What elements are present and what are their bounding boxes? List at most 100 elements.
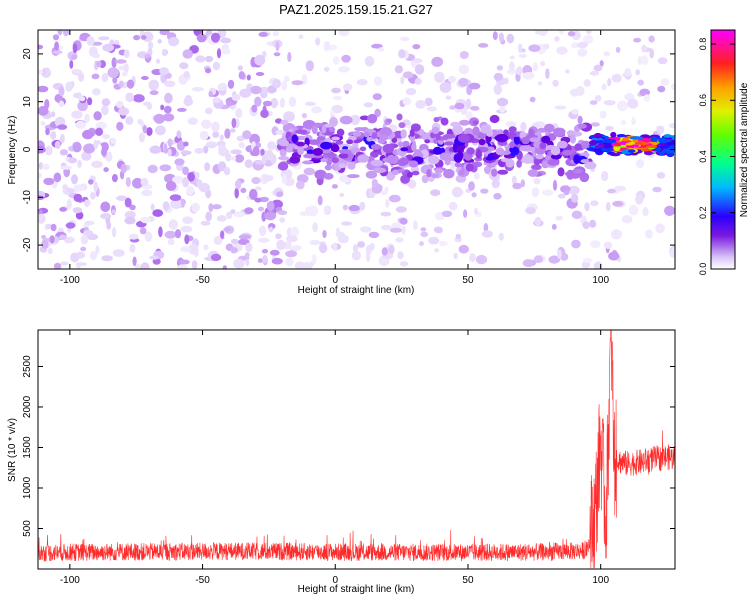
spectrogram-cell [367,113,378,124]
spectrogram-cell [571,210,583,219]
spectrogram-cell [251,104,258,113]
spectrogram-cell [348,136,357,141]
spectrogram-cell [363,131,370,138]
spectrogram-cell [250,85,262,95]
spectrogram-cell [174,158,185,166]
spectrogram-cell [132,177,143,189]
spectrogram-cell [72,43,78,54]
spectrogram-cell [277,210,288,216]
spectrogram-cell [150,203,155,211]
spectrogram-cell [262,255,268,264]
colorbar-label: Normalized spectral amplitude [739,82,750,217]
spectrogram-cell [428,236,440,245]
spectrogram-cell [397,168,405,173]
spectrogram-cell [317,195,323,206]
spectrogram-cell [170,198,183,210]
spectrogram-cell [212,97,221,104]
colorbar-ticks: 0.0 0.2 0.4 0.6 0.8 [698,38,735,275]
spectrogram-cell [601,171,609,182]
spectrogram-cell [217,82,228,91]
spectrogram-cell [258,225,267,236]
spectrogram-cell [238,142,245,149]
spectrogram-cell [472,120,479,125]
spectrogram-cell [236,135,245,142]
spectrogram-cell [261,154,267,165]
spectrogram-cell [640,55,649,66]
spectrogram-cell [413,58,423,64]
spectrogram-cell [516,66,523,76]
spectrogram-cell [624,67,632,77]
spectrogram-cell [205,107,213,115]
spectrogram-cell [57,124,68,130]
spectrogram-cell [38,105,49,116]
spectrogram-cell [352,244,359,253]
spectrogram-cell [59,207,67,212]
spectrogram-cell [270,97,279,109]
spectrogram-cell [337,234,349,244]
spectrogram-cell [75,211,84,220]
spectrogram-cell [183,141,189,147]
spectrogram-cell [60,133,65,144]
spectrogram-cell [593,64,603,72]
spectrogram-cell [335,227,341,238]
spectrogram-cell [93,111,102,121]
snr-x-ticks: -100 -50 0 50 100 [60,330,609,586]
spectrogram-cell [478,43,489,48]
spectrogram-cell [617,100,628,112]
spectrogram-cell [279,97,285,108]
spectrogram-cell [343,83,353,91]
spectrogram-cell [103,167,109,173]
spectrogram-cell [179,62,189,70]
spectrogram-cell [38,85,49,93]
spectrogram-cell [497,169,509,175]
spectrogram-cell [594,145,604,148]
spectrogram-cell [599,60,604,67]
spectrogram-cell [116,100,124,109]
spectrogram-cell [41,235,46,239]
spectrogram-cell [380,211,392,217]
spectrogram-cell [279,217,286,223]
spectrogram-cell [459,51,469,59]
spectrogram-cell [557,167,565,177]
spectrogram-cell [158,226,163,238]
snr-y-label: SNR (10 * v/v) [7,418,18,482]
spectrogram-cell [301,113,307,119]
spectrogram-cell [496,65,504,71]
spectrogram-cell [398,49,406,59]
spectrogram-cell [509,146,518,153]
snr-x-tick-label: -100 [60,575,80,586]
spectrogram-cell [635,69,640,76]
spectrogram-cell [371,178,378,188]
spectrogram-cell [187,117,198,125]
spectrogram-cell [177,264,188,269]
spectrogram-cell [395,237,404,243]
spectrogram-cell [169,194,182,202]
spectrogram-cell [498,32,504,43]
spectrogram-cell [426,169,432,178]
spectrogram-cell [552,79,559,87]
spectrogram-cell [52,50,63,55]
spectrogram-cell [255,72,265,76]
spectrogram-cell [570,135,576,144]
spectrogram-cell [657,125,665,134]
spectrogram-cell [645,229,653,239]
spectrogram-cell [100,213,112,220]
spectrogram-cell [580,140,591,150]
spectrogram-cell [38,213,46,224]
spectrogram-cell [149,145,162,154]
spectrogram-cell [421,174,429,184]
spectrogram-cell [625,142,634,146]
spectrogram-cell [125,177,131,187]
spectrogram-cell [66,198,72,210]
spectrogram-cell [262,174,274,182]
spectrogram-cell [184,234,190,245]
spectrogram-cell [413,220,418,231]
spectrogram-cell [454,237,462,243]
spectrogram-cell [428,155,440,165]
spectrogram-cell [231,117,237,129]
spectrogram-cell [297,146,304,156]
spectrogram-cell [363,102,373,108]
spectrogram-cell [628,204,639,216]
spectrogram-y-label: Frequency (Hz) [7,116,18,185]
spectrogram-cell [59,234,67,241]
